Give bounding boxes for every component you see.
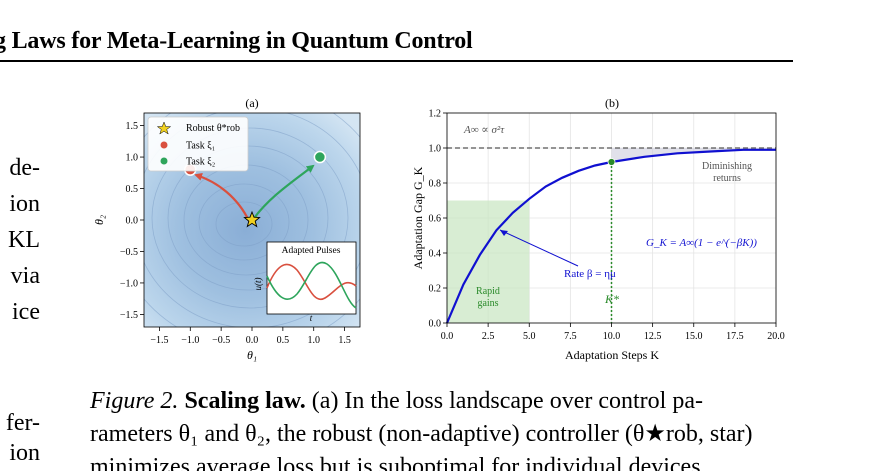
formula-label: G_K = A∞(1 − e^(−βK)): [646, 237, 757, 249]
adapt-arrow-task1: [194, 173, 250, 222]
legend-a: Robust θ*rob Task ξ₁ Task ξ₂: [147, 116, 249, 172]
x-tick-label-b: 5.0: [523, 331, 536, 342]
x-tick-label-b: 10.0: [603, 331, 621, 342]
caption-line1: (a) In the loss landscape over control p…: [311, 388, 703, 414]
figure: (a) −1.5 −1.0 −0.5 0.0 0.5 1.0 1.5 1.5 1.0 0.5 0.0…: [92, 96, 785, 362]
figure-caption: Figure 2. Scaling law. (a) In the loss l…: [90, 385, 796, 471]
panel-a-ylabel: θ₂: [92, 215, 106, 225]
caption-line2: rameters θ₁ and θ₂, the robust (non-adap…: [90, 421, 753, 447]
left-line: de-: [9, 155, 40, 181]
y-tick-label-b: 0.8: [429, 179, 442, 190]
x-tick-label-b: 2.5: [482, 331, 495, 342]
pulse-curve-task1: [266, 263, 357, 301]
left-line: KL: [8, 227, 40, 253]
inset-adapted-pulses: Adapted Pulses u(t) t: [253, 241, 357, 323]
kstar-label: K*: [604, 292, 619, 306]
inset-title: Adapted Pulses: [282, 246, 341, 256]
rapid-label-1: Rapid: [476, 286, 500, 297]
left-column-text: de- ion KL via ice: [0, 150, 40, 330]
left-line: ice: [12, 299, 40, 325]
kstar-point: [607, 158, 616, 166]
y-tick-label-b: 1.0: [429, 144, 442, 155]
caption-title: Scaling law.: [184, 388, 306, 414]
left-line: fer-: [5, 410, 40, 436]
diminishing-label-2: returns: [713, 173, 741, 184]
legend-dot-task1: [160, 141, 168, 149]
axes-b: 0.0 2.5 5.0 7.5 10.0 12.5 15.0 17.5 20.0 0.0 0.2 0.…: [429, 109, 785, 343]
panel-b-ylabel: Adaptation Gap G_K: [411, 166, 425, 269]
y-tick-label-a: −0.5: [120, 247, 138, 258]
page-header: g Laws for Meta-Learning in Quantum Cont…: [0, 28, 793, 62]
header-rule: [0, 60, 793, 62]
y-tick-label-a: 0.5: [126, 184, 139, 195]
legend-label-task1: Task ξ₁: [186, 141, 215, 152]
panel-a-label: (a): [245, 96, 258, 110]
rate-label: Rate β = ημ: [564, 268, 616, 280]
y-tick-label-b: 0.0: [429, 319, 442, 330]
y-tick-label-b: 0.4: [429, 249, 442, 260]
y-tick-label-b: 0.6: [429, 214, 442, 225]
legend-dot-task2: [160, 157, 168, 165]
task2-point: [313, 150, 327, 164]
rapid-gains-region: [447, 200, 530, 323]
left-column-text-bottom: fer- ion: [0, 405, 40, 471]
left-line: via: [10, 263, 40, 289]
x-tick-label-a: 1.5: [338, 335, 351, 346]
x-tick-label-b: 20.0: [767, 331, 785, 342]
x-tick-label-a: −0.5: [212, 335, 230, 346]
inset-frame: [266, 241, 357, 315]
panel-b: (b) 0.0 2.5 5.0 7.5 10.0 12.5 15.0 17.5 20.00.00…: [411, 96, 785, 362]
diminishing-label-1: Diminishing: [702, 161, 752, 172]
x-tick-label-a: −1.5: [150, 335, 168, 346]
y-tick-label-a: −1.5: [120, 310, 138, 321]
x-tick-label-b: 17.5: [726, 331, 744, 342]
gap-curve: [445, 148, 776, 324]
caption-line3: minimizes average loss but is suboptimal…: [90, 454, 701, 471]
legend-box: [147, 116, 249, 172]
x-tick-label-a: −1.0: [181, 335, 199, 346]
inset-xlabel: t: [310, 313, 313, 323]
pulse-curve-task2: [266, 261, 357, 309]
rate-pointer: [499, 229, 579, 267]
legend-label-robust: Robust θ*rob: [186, 123, 240, 134]
x-tick-label-b: 0.0: [441, 331, 454, 342]
x-tick-label-b: 7.5: [564, 331, 577, 342]
x-tick-label-b: 15.0: [685, 331, 703, 342]
inset-ylabel: u(t): [253, 278, 263, 291]
caption-label: Figure 2.: [90, 388, 179, 414]
panel-b-xlabel: Adaptation Steps K: [565, 348, 659, 362]
y-tick-label-a: 1.5: [126, 121, 139, 132]
x-tick-label-a: 0.0: [246, 335, 259, 346]
adapt-arrow-task2: [251, 164, 315, 222]
y-tick-label-a: 1.0: [126, 153, 139, 164]
running-title: g Laws for Meta-Learning in Quantum Cont…: [0, 28, 473, 54]
rate-pointer-head: [500, 230, 508, 236]
y-tick-label-b: 0.2: [429, 284, 442, 295]
axes-a: −1.5 −1.0 −0.5 0.0 0.5 1.0 1.5 1.5 1.0 0.5 0.0 −0.5…: [120, 121, 351, 346]
left-line: ion: [9, 191, 40, 217]
y-tick-label-a: 0.0: [126, 216, 139, 227]
asymptote-label: A∞ ∝ σ²τ: [463, 124, 505, 136]
legend-star-icon: [156, 121, 172, 135]
x-tick-label-a: 1.0: [307, 335, 320, 346]
rapid-label-2: gains: [477, 298, 498, 309]
x-tick-label-b: 12.5: [644, 331, 662, 342]
legend-label-task2: Task ξ₂: [186, 157, 215, 168]
y-tick-label-a: −1.0: [120, 278, 138, 289]
robust-star-point: [243, 210, 261, 228]
panel-b-label: (b): [605, 96, 619, 110]
panel-a-xlabel: θ₁: [247, 348, 257, 362]
diminishing-returns-gap: [611, 148, 776, 162]
panel-a: (a) −1.5 −1.0 −0.5 0.0 0.5 1.0 1.5 1.5 1.0 0.5 0.0…: [92, 96, 361, 362]
x-tick-label-a: 0.5: [277, 335, 290, 346]
y-tick-label-b: 1.2: [429, 109, 442, 120]
